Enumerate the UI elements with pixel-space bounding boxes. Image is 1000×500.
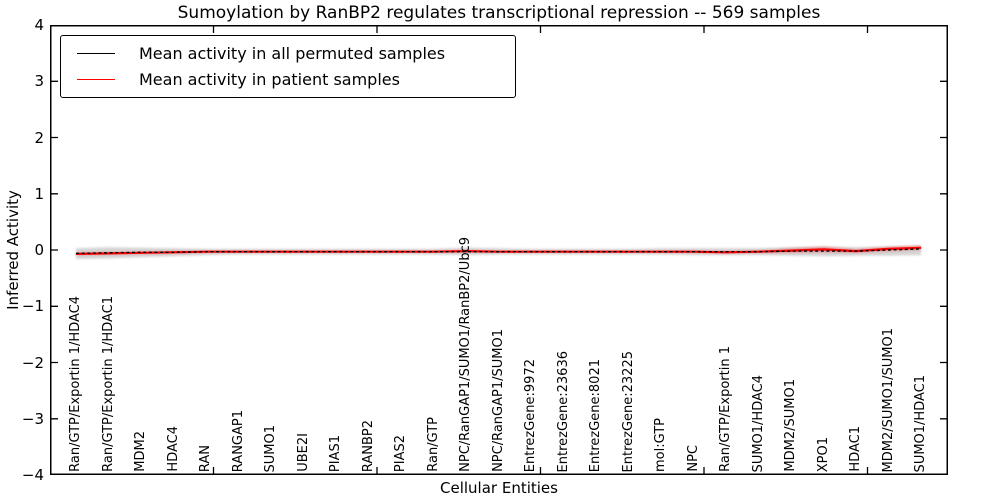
x-tick-label: RANGAP1 [230, 409, 246, 472]
x-tick-label: MDM2/SUMO1/SUMO1 [880, 327, 896, 472]
x-tick-label: EntrezGene:8021 [588, 358, 603, 472]
x-tick-label: HDAC4 [165, 426, 181, 472]
plot-spines [50, 25, 948, 475]
plot-area: Ran/GTP/Exportin 1/HDAC4 Ran/GTP/Exportin… [50, 25, 948, 475]
x-tick-label: HDAC1 [848, 426, 863, 472]
y-tick-label: 3 [34, 72, 44, 91]
x-tick-label: PIAS1 [328, 434, 343, 472]
x-tick-label: UBE2I [295, 433, 311, 472]
patient-line-swatch [77, 78, 115, 80]
y-tick-label: 0 [34, 241, 44, 259]
legend-item-permuted: Mean activity in all permuted samples [77, 44, 515, 63]
x-tick-label: EntrezGene:23225 [620, 350, 636, 472]
y-tick-label: −3 [21, 409, 44, 428]
legend-label-patient: Mean activity in patient samples [139, 69, 400, 89]
x-tick-label: Ran/GTP/Exportin 1 [718, 346, 733, 472]
y-tick-label: −1 [21, 297, 44, 316]
x-tick-label: SUMO1/HDAC4 [750, 374, 766, 472]
x-tick-label: RANBP2 [360, 419, 376, 472]
x-tick-label: MDM2/SUMO1 [783, 379, 798, 472]
x-tick-label: NPC/RanGAP1/SUMO1/RanBP2/Ubc9 [458, 237, 473, 472]
x-tick-label: RAN [198, 444, 213, 472]
x-tick-label: SUMO1/HDAC1 [913, 374, 928, 472]
legend-label-permuted: Mean activity in all permuted samples [139, 44, 446, 64]
x-tick-label: XPO1 [815, 436, 831, 472]
permuted-line-swatch [77, 53, 115, 55]
x-tick-label: NPC/RanGAP1/SUMO1 [490, 329, 506, 472]
plot-canvas [50, 25, 948, 475]
x-tick-label: EntrezGene:9972 [523, 358, 538, 472]
axis-ticks [50, 25, 948, 475]
legend-item-patient: Mean activity in patient samples [77, 70, 515, 89]
y-tick-label: 2 [34, 128, 44, 147]
chart-title: Sumoylation by RanBP2 regulates transcri… [177, 3, 821, 23]
x-tick-label: Ran/GTP/Exportin 1/HDAC4 [68, 296, 83, 472]
y-tick-label: 4 [34, 16, 44, 34]
x-tick-label: mol:GTP [653, 418, 668, 472]
permuted-mean-line [75, 248, 922, 255]
y-tick-label: −2 [21, 353, 44, 372]
legend: Mean activity in all permuted samples Me… [60, 35, 516, 98]
x-tick-label: PIAS2 [393, 434, 408, 472]
y-tick-label: 1 [34, 184, 44, 203]
y-tick-label: −4 [21, 466, 44, 484]
x-tick-label: MDM2 [133, 431, 148, 472]
x-axis-label: Cellular Entities [440, 479, 558, 497]
x-tick-label: SUMO1 [263, 424, 278, 473]
x-tick-label: Ran/GTP/Exportin 1/HDAC1 [100, 296, 116, 472]
x-tick-label: EntrezGene:23636 [555, 350, 571, 472]
x-tick-label: Ran/GTP [425, 417, 441, 472]
x-tick-label: NPC [685, 445, 701, 472]
